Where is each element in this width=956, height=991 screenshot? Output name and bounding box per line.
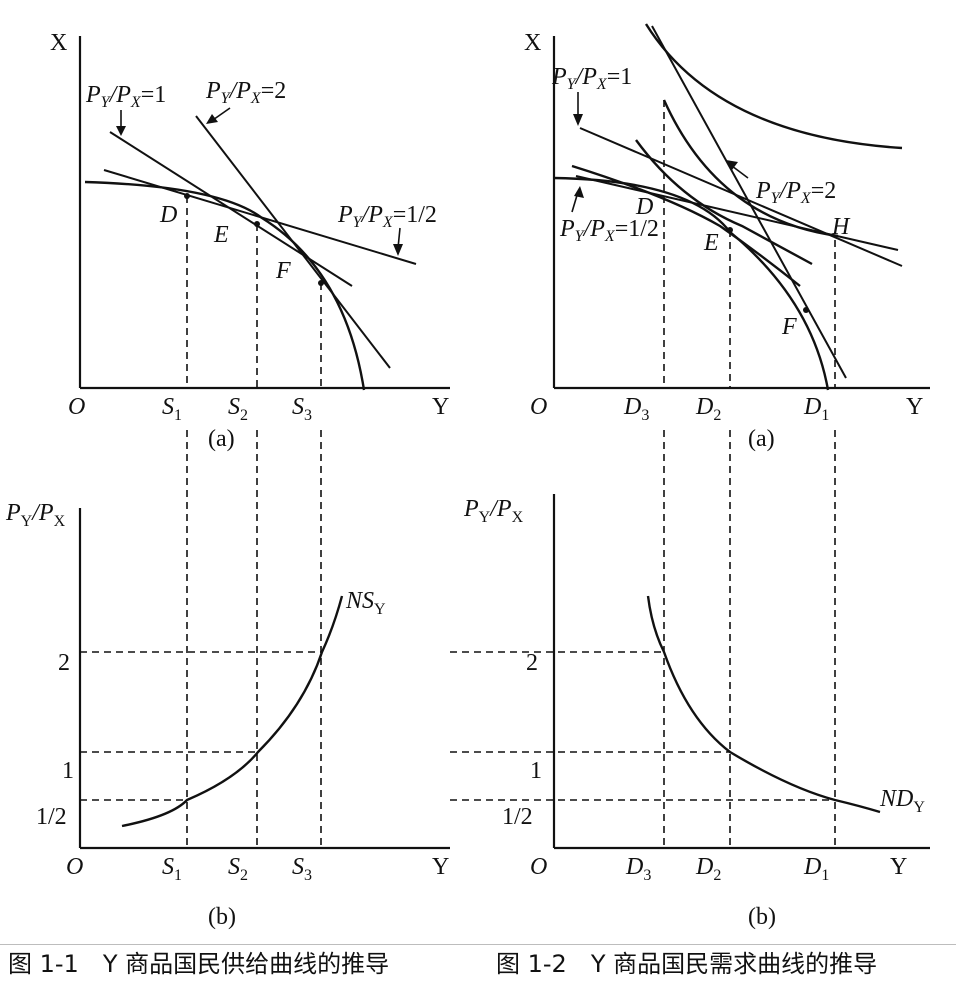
fig1-bottom-supply-curve: [121, 595, 344, 828]
fig2-top-x-axis-label: Y: [906, 394, 923, 420]
fig2-top-ratio-label-2: PY/PX=2: [755, 178, 836, 207]
fig1-top-ratio-label-2: PY/PX=2: [205, 78, 286, 107]
fig2-bottom-demand-curve: [646, 595, 881, 814]
fig1-top-tangent-ratio-half: [103, 169, 417, 265]
fig2-top-ratio-label-half: PY/PX=1/2: [559, 216, 659, 245]
fig2-top-point-f: F: [781, 314, 797, 340]
fig1-bottom-tick-s3: S3: [292, 854, 312, 884]
caption-divider: [0, 944, 956, 945]
fig2-top-point-e: E: [703, 230, 719, 256]
fig2-bottom-curve-label: NDY: [879, 786, 925, 816]
fig1-top-ppf-curve: [84, 180, 366, 391]
fig2-top-point-h: H: [831, 214, 851, 240]
fig1-top-arrow-1-head: [116, 126, 126, 136]
fig2-top-point-f-dot: [803, 307, 809, 313]
fig2-top-ratio-label-1: PY/PX=1: [551, 64, 632, 93]
fig1-bottom-panel-label: (b): [208, 904, 236, 930]
fig1-top-tangent-ratio-2: [195, 115, 391, 369]
fig2-bottom-y-axis-label: PY/PX: [463, 496, 524, 526]
fig1-top-point-e: E: [213, 222, 229, 248]
fig1-top-ratio-label-half: PY/PX=1/2: [337, 202, 437, 231]
fig1-top-tick-s2: S2: [228, 394, 248, 424]
fig2-top-arrow-2-shaft: [731, 165, 749, 179]
fig2-top-indifference-curve-3: [635, 139, 813, 266]
fig1-top-point-d: D: [159, 202, 177, 228]
fig2-bottom-ytick-half: 1/2: [502, 804, 533, 830]
fig2-top-tangent-ratio-half: [575, 175, 899, 251]
fig2-bottom-ytick-2: 2: [526, 650, 538, 676]
fig1-top-ratio-label-1: PY/PX=1: [85, 82, 166, 111]
fig1-top-origin-label: O: [68, 394, 85, 420]
fig1-bottom-ytick-half: 1/2: [36, 804, 67, 830]
fig2-bottom-tick-d3: D3: [625, 854, 651, 884]
fig2-top-arrow-1-head: [573, 114, 583, 126]
fig1-bottom-panel: PY/PX Y O 2 1 1/2 S1 S2 S3 NSY (b): [5, 430, 450, 930]
fig2-bottom-tick-d1: D1: [803, 854, 829, 884]
fig2-bottom-panel-label: (b): [748, 904, 776, 930]
fig1-top-x-axis-label: Y: [432, 394, 449, 420]
fig1-top-point-f: F: [275, 258, 291, 284]
fig2-top-tangent-ratio-1: [579, 127, 903, 267]
fig1-caption: 图 1-1 Y 商品国民供给曲线的推导: [8, 950, 389, 978]
fig2-top-tangent-ratio-2: [651, 25, 847, 379]
fig1-top-panel-label: (a): [208, 426, 235, 452]
fig1-top-arrow-2-head: [206, 114, 218, 124]
fig1-top-tick-s1: S1: [162, 394, 182, 424]
fig1-bottom-x-axis-label: Y: [432, 854, 449, 880]
fig1-top-tick-s3: S3: [292, 394, 312, 424]
fig2-top-indifference-curve-4: [571, 164, 801, 287]
fig2-top-arrow-3-head: [574, 186, 584, 198]
fig2-bottom-origin-label: O: [530, 854, 547, 880]
fig2-top-tick-d1: D1: [803, 394, 829, 424]
fig1-bottom-curve-label: NSY: [345, 588, 386, 618]
fig2-top-y-axis-label: X: [524, 30, 541, 56]
fig1-bottom-origin-label: O: [66, 854, 83, 880]
fig2-top-panel-label: (a): [748, 426, 775, 452]
fig2-top-arrow-2-head: [726, 160, 738, 170]
fig1-bottom-tick-s1: S1: [162, 854, 182, 884]
fig2-top-panel: X Y O PY/PX=1 PY/PX=2 PY/PX=1/2 D E F H …: [524, 23, 930, 452]
fig2-top-origin-label: O: [530, 394, 547, 420]
fig2-top-tick-d3: D3: [623, 394, 649, 424]
fig2-bottom-panel: PY/PX Y O 2 1 1/2 D3 D2 D1 NDY (b): [450, 430, 930, 930]
fig2-top-tick-d2: D2: [695, 394, 721, 424]
fig2-top-point-d: D: [635, 194, 653, 220]
fig1-top-y-axis-label: X: [50, 30, 67, 56]
fig2-bottom-x-axis-label: Y: [890, 854, 907, 880]
fig2-bottom-ytick-1: 1: [530, 758, 542, 784]
fig1-bottom-tick-s2: S2: [228, 854, 248, 884]
fig1-top-panel: X Y O PY/PX=1 PY/PX=2 PY/PX=1/2 D E F S1…: [50, 30, 450, 452]
fig1-bottom-ytick-2: 2: [58, 650, 70, 676]
fig1-top-arrow-3-head: [393, 244, 403, 256]
fig2-caption: 图 1-2 Y 商品国民需求曲线的推导: [496, 950, 877, 978]
fig1-bottom-y-axis-label: PY/PX: [5, 500, 66, 530]
fig1-bottom-ytick-1: 1: [62, 758, 74, 784]
fig2-bottom-tick-d2: D2: [695, 854, 721, 884]
